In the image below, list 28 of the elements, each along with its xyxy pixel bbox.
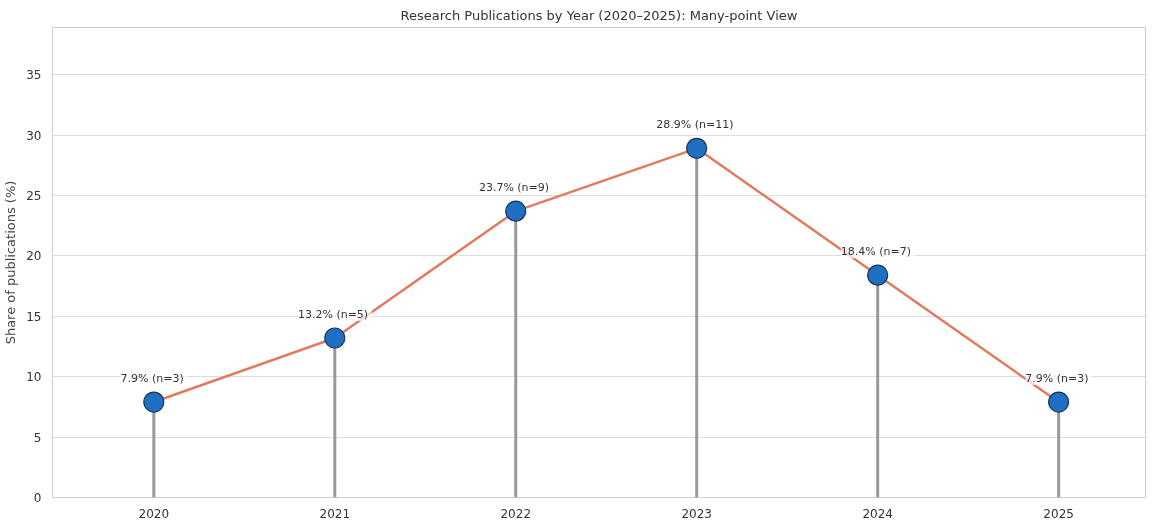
data-label: 7.9% (n=3) — [1025, 372, 1089, 386]
x-tick-label: 2024 — [862, 506, 893, 521]
x-tick-label: 2022 — [500, 506, 532, 521]
point — [143, 391, 165, 413]
x-tick-label: 2021 — [319, 506, 351, 521]
y-axis-title: Share of publications (%) — [3, 180, 19, 345]
point — [324, 327, 346, 349]
y-tick-label: 20 — [26, 249, 42, 264]
data-label: 23.7% (n=9) — [478, 181, 550, 195]
y-tick-label: 0 — [33, 491, 42, 505]
y-tick-label: 5 — [33, 430, 42, 445]
chart-title: Research Publications by Year (2020–2025): Many-point View — [400, 7, 798, 23]
data-label: 13.2% (n=5) — [297, 308, 369, 322]
x-tick-label: 2020 — [138, 506, 170, 521]
data-label: 18.4% (n=7) — [840, 245, 912, 259]
x-tick-label: 2023 — [681, 506, 712, 521]
point — [505, 200, 527, 222]
y-tick-label: 10 — [26, 370, 42, 385]
y-tick-label: 35 — [26, 68, 42, 83]
y-tick-label: 30 — [26, 128, 42, 143]
y-tick-label: 15 — [26, 309, 42, 324]
data-label: 28.9% (n=11) — [656, 118, 734, 132]
point — [686, 137, 708, 159]
point — [1048, 391, 1070, 413]
data-label: 7.9% (n=3) — [120, 372, 184, 386]
point — [867, 264, 889, 286]
x-tick-label: 2025 — [1043, 506, 1074, 521]
y-tick-label: 25 — [26, 188, 42, 203]
